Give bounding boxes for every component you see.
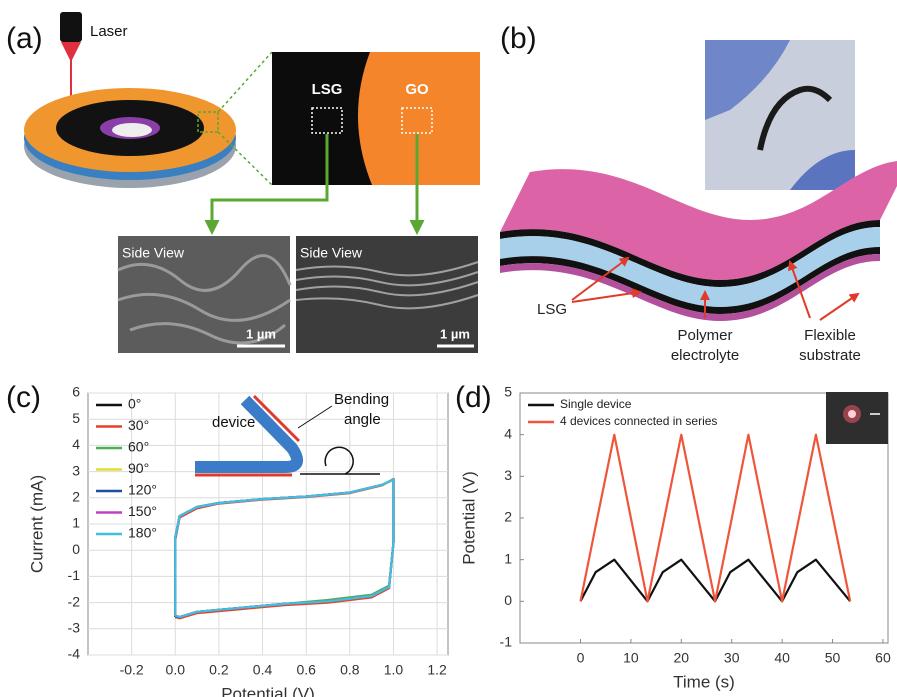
x-axis-label: Time (s) xyxy=(673,672,735,691)
lsg-label: LSG xyxy=(537,301,567,318)
bending-inset-part xyxy=(195,400,297,467)
x-tick-label: 0 xyxy=(577,650,585,666)
lsg-label: LSG xyxy=(312,81,343,98)
data-line xyxy=(581,435,851,602)
x-axis-label: Potential (V) xyxy=(221,684,315,697)
y-tick-label: -2 xyxy=(68,593,81,609)
x-tick-label: 60 xyxy=(875,650,891,666)
scale-bar-label: 1 µm xyxy=(246,326,276,341)
x-tick-label: 0.8 xyxy=(340,662,360,678)
x-tick-label: 1.0 xyxy=(384,662,404,678)
panel-label: (d) xyxy=(455,381,492,414)
panel-a: (a) Laser LSG GO xyxy=(6,12,480,353)
substrate-label: substrate xyxy=(799,347,861,364)
go-label: GO xyxy=(405,81,429,98)
y-tick-label: 5 xyxy=(72,410,80,426)
optical-image-part xyxy=(272,52,372,185)
legend-label: 150° xyxy=(128,503,157,519)
annotation: device xyxy=(212,414,255,431)
y-tick-label: -4 xyxy=(68,646,81,662)
polymer-label: electrolyte xyxy=(671,347,739,364)
sem-caption: Side View xyxy=(300,245,363,261)
panel-label: (c) xyxy=(6,381,41,414)
x-tick-label: 30 xyxy=(724,650,740,666)
legend-label: 4 devices connected in series xyxy=(560,414,717,428)
y-tick-label: 1 xyxy=(504,550,512,566)
y-tick-label: 0 xyxy=(504,592,512,608)
annotation: Bending xyxy=(334,391,389,408)
y-tick-label: -1 xyxy=(500,634,513,650)
callouts-part xyxy=(820,294,858,320)
y-tick-label: 4 xyxy=(504,425,512,441)
page: {"panels": { "a": {"label": "(a)", "lase… xyxy=(0,0,897,697)
laser-part xyxy=(60,12,82,42)
x-tick-label: 40 xyxy=(774,650,790,666)
led-inset xyxy=(826,392,888,444)
y-tick-label: 1 xyxy=(72,515,80,531)
y-tick-label: -1 xyxy=(68,567,81,583)
y-axis-label: Current (mA) xyxy=(27,475,46,573)
disc-part xyxy=(112,123,152,137)
x-tick-label: 0.4 xyxy=(253,662,273,678)
x-tick-label: 50 xyxy=(825,650,841,666)
y-tick-label: 3 xyxy=(72,462,80,478)
legend-label: 90° xyxy=(128,460,149,476)
x-tick-label: 1.2 xyxy=(427,662,447,678)
panel-b: (b) LSG Polymer electrolyte Flexible sub… xyxy=(500,22,897,364)
y-tick-label: 4 xyxy=(72,436,80,452)
laser-label: Laser xyxy=(90,23,128,40)
substrate-label: Flexible xyxy=(804,327,856,344)
data-line xyxy=(175,480,393,618)
zoom-guides-part xyxy=(218,52,272,112)
laser-part xyxy=(61,42,81,62)
x-tick-label: 10 xyxy=(623,650,639,666)
legend-label: 120° xyxy=(128,482,157,498)
x-tick-label: 0.0 xyxy=(166,662,186,678)
annotation: angle xyxy=(344,411,381,428)
legend-label: 180° xyxy=(128,525,157,541)
legend-label: Single device xyxy=(560,397,632,411)
y-tick-label: 5 xyxy=(504,384,512,400)
y-tick-label: -3 xyxy=(68,620,81,636)
photo xyxy=(705,40,855,190)
figure: (a) Laser LSG GO xyxy=(0,0,897,697)
led-inset-part xyxy=(848,410,856,418)
scale-bar-label: 1 µm xyxy=(440,326,470,341)
sem-caption: Side View xyxy=(122,245,185,261)
disc xyxy=(24,88,236,188)
y-tick-label: 3 xyxy=(504,467,512,483)
panel-label: (b) xyxy=(500,22,537,55)
legend-label: 30° xyxy=(128,417,149,433)
y-tick-label: 6 xyxy=(72,384,80,400)
bending-inset-part xyxy=(325,447,353,474)
x-tick-label: 20 xyxy=(674,650,690,666)
y-tick-label: 2 xyxy=(504,509,512,525)
x-tick-label: 0.6 xyxy=(296,662,316,678)
x-tick-label: -0.2 xyxy=(120,662,144,678)
y-axis-label: Potential (V) xyxy=(459,471,478,565)
polymer-label: Polymer xyxy=(677,327,732,344)
bending-inset-part xyxy=(298,406,332,428)
optical-image xyxy=(272,52,480,185)
legend-label: 0° xyxy=(128,396,141,412)
y-tick-label: 2 xyxy=(72,489,80,505)
panel-label: (a) xyxy=(6,22,43,55)
y-tick-label: 0 xyxy=(72,541,80,557)
legend-label: 60° xyxy=(128,439,149,455)
x-tick-label: 0.2 xyxy=(209,662,229,678)
